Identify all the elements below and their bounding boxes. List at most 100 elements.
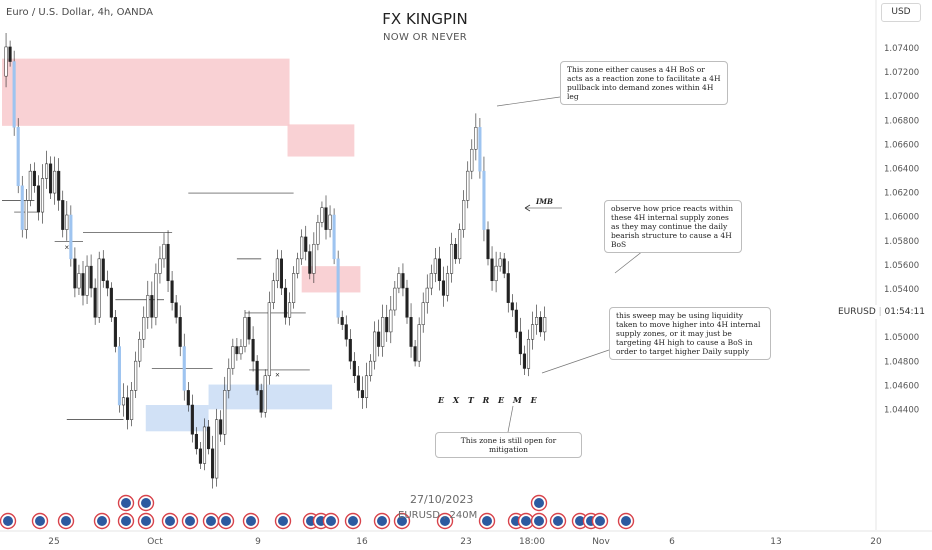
candle bbox=[251, 338, 255, 362]
us-flag-event-icon bbox=[274, 512, 292, 530]
us-flag-event-icon bbox=[530, 494, 548, 512]
y-tick-label: 1.06400 bbox=[884, 165, 919, 175]
candle bbox=[49, 163, 53, 194]
us-flag-event-icon bbox=[436, 512, 454, 530]
candle bbox=[397, 273, 401, 289]
event-core bbox=[534, 516, 544, 526]
candle bbox=[450, 243, 454, 274]
candle bbox=[166, 243, 170, 282]
currency-button[interactable]: USD bbox=[881, 3, 921, 22]
candle bbox=[20, 185, 24, 230]
left-demand-zone bbox=[145, 405, 209, 432]
event-core bbox=[97, 516, 107, 526]
y-tick-label: 1.07200 bbox=[884, 68, 919, 78]
candle bbox=[539, 317, 543, 333]
candle bbox=[312, 243, 316, 274]
x-tick-label: 23 bbox=[460, 537, 471, 547]
annotation-observe-supply[interactable]: observe how price reacts within these 4H… bbox=[604, 200, 742, 253]
candle bbox=[328, 214, 332, 230]
annotation-open-mitigation[interactable]: This zone is still open for mitigation bbox=[435, 432, 582, 458]
y-tick-label: 1.04800 bbox=[884, 357, 919, 367]
candle bbox=[413, 346, 417, 362]
candle bbox=[531, 324, 535, 340]
candle bbox=[85, 265, 89, 296]
candle bbox=[300, 236, 304, 260]
us-flag-event-icon bbox=[478, 512, 496, 530]
x-tick-label: 6 bbox=[669, 537, 675, 547]
candle bbox=[113, 317, 117, 347]
candle bbox=[101, 258, 105, 282]
symbol-label[interactable]: Euro / U.S. Dollar, 4h, OANDA bbox=[6, 7, 154, 18]
candle bbox=[316, 222, 320, 245]
candle bbox=[356, 375, 360, 391]
x-tick-label: 9 bbox=[255, 537, 261, 547]
candle bbox=[28, 170, 32, 201]
candle bbox=[283, 287, 288, 318]
candle bbox=[73, 258, 77, 289]
candle bbox=[340, 317, 344, 325]
candle bbox=[57, 170, 61, 201]
annotation-connector bbox=[507, 405, 514, 433]
candle bbox=[486, 229, 490, 260]
candle bbox=[360, 390, 364, 398]
candle bbox=[474, 127, 478, 150]
us-flag-event-icon bbox=[161, 512, 179, 530]
candle bbox=[352, 360, 356, 377]
candle bbox=[409, 317, 413, 347]
annotation-sweep[interactable]: this sweep may be using liquidity taken … bbox=[609, 307, 771, 360]
candle bbox=[320, 207, 324, 223]
event-core bbox=[165, 516, 175, 526]
x-tick-label: 13 bbox=[770, 537, 781, 547]
candle bbox=[77, 273, 81, 289]
candle bbox=[61, 200, 65, 230]
candle bbox=[8, 46, 12, 62]
candle bbox=[385, 317, 389, 333]
y-tick-label: 1.06600 bbox=[884, 140, 919, 150]
structure-lines-layer: ×× bbox=[2, 192, 310, 420]
candle bbox=[178, 317, 182, 347]
candle bbox=[522, 353, 527, 369]
us-flag-event-icon bbox=[137, 494, 155, 512]
candle bbox=[146, 295, 150, 318]
candle bbox=[454, 243, 458, 260]
candle bbox=[271, 280, 275, 303]
candle bbox=[518, 331, 522, 355]
candle bbox=[219, 419, 223, 435]
candle bbox=[170, 280, 174, 303]
lower-supply-zone bbox=[301, 266, 361, 293]
candle bbox=[194, 433, 198, 450]
x-tick-label: 16 bbox=[356, 537, 368, 547]
candle bbox=[470, 148, 474, 172]
y-tick-label: 1.06800 bbox=[884, 116, 919, 126]
us-flag-event-icon bbox=[549, 512, 567, 530]
candle bbox=[40, 178, 45, 213]
event-core bbox=[377, 516, 387, 526]
x-tick-label: 20 bbox=[870, 537, 882, 547]
candle bbox=[32, 170, 36, 187]
y-tick-label: 1.05000 bbox=[884, 333, 919, 343]
watermark-symbol: EURUSD , 240M bbox=[398, 510, 478, 521]
candle bbox=[458, 229, 462, 260]
us-flag-event-icon bbox=[202, 512, 220, 530]
y-tick-label: 1.07000 bbox=[884, 92, 919, 102]
annotation-bos-zone[interactable]: This zone either causes a 4H BoS or acts… bbox=[560, 61, 728, 105]
us-flag-event-icon bbox=[393, 512, 411, 530]
candle bbox=[417, 324, 421, 362]
candle bbox=[482, 170, 486, 230]
candle bbox=[296, 258, 300, 274]
us-flag-event-icon bbox=[181, 512, 199, 530]
event-core bbox=[141, 516, 151, 526]
candle bbox=[142, 317, 146, 340]
candle bbox=[36, 185, 41, 213]
candle bbox=[198, 448, 202, 464]
event-core bbox=[35, 516, 45, 526]
watermark-date: 27/10/2023 bbox=[410, 493, 474, 506]
extreme-demand-zone bbox=[208, 384, 333, 410]
candle bbox=[543, 317, 547, 333]
candle bbox=[502, 258, 506, 274]
upper-supply-zone bbox=[2, 58, 290, 126]
x-tick-label: Nov bbox=[592, 537, 610, 547]
event-core bbox=[521, 516, 531, 526]
event-core bbox=[440, 516, 450, 526]
